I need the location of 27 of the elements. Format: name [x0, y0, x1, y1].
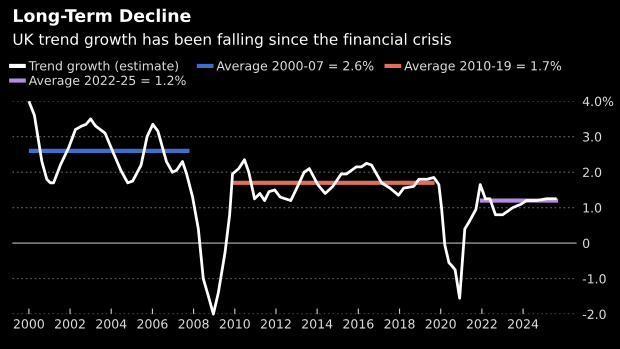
y-tick-label: 0 [582, 238, 590, 248]
y-tick-label: -2.0 [582, 310, 606, 320]
line-series [27, 100, 558, 316]
x-tick-label: 2008 [178, 319, 209, 329]
x-tick-label: 2022 [466, 319, 497, 329]
legend-label: Average 2022-25 = 1.2% [28, 76, 186, 88]
y-tick-label: 2.0 [583, 168, 602, 178]
legend-label: Average 2000-07 = 2.6% [216, 61, 374, 73]
x-tick-label: 2010 [220, 319, 250, 329]
x-tick-label: 2006 [137, 319, 168, 329]
x-tick-label: 2018 [384, 319, 415, 329]
x-tick-label: 2002 [55, 319, 85, 329]
x-tick-label: 2024 [508, 319, 538, 329]
chart-title: Long-Term Decline [14, 8, 191, 26]
x-tick-label: 2014 [302, 319, 332, 329]
chart-subtitle: UK trend growth has been falling since the financial crisis [14, 33, 451, 48]
x-tick-label: 2012 [260, 319, 291, 329]
legend-label: Trend growth (estimate) [28, 60, 178, 73]
y-tick-label: -1.0 [582, 274, 606, 284]
y-tick-label: 1.0 [584, 203, 602, 213]
x-tick-label: 2000 [14, 319, 44, 329]
x-tick-label: 2004 [96, 319, 126, 329]
legend-label: Average 2010-19 = 1.7% [404, 61, 562, 73]
y-tick-label: 3.0 [583, 132, 602, 142]
y-tick-label: 4.0% [582, 96, 614, 106]
x-tick-label: 2020 [426, 319, 456, 329]
x-tick-label: 2016 [343, 319, 374, 329]
